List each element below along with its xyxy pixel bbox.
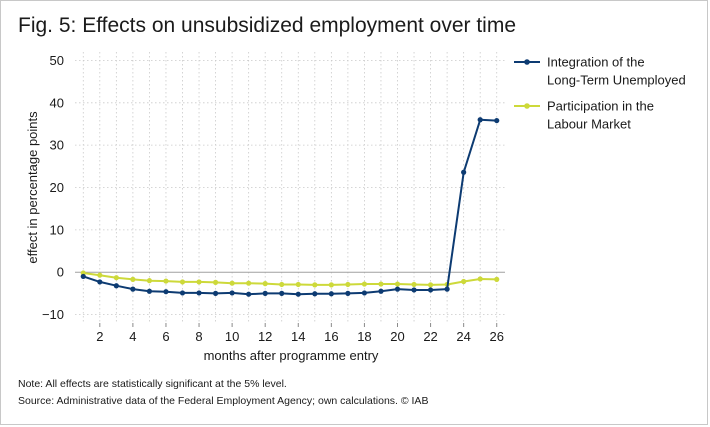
data-point (97, 279, 103, 285)
data-point (212, 290, 219, 296)
data-point (246, 291, 252, 297)
data-point (262, 290, 268, 296)
note-text: Note: All effects are statistically sign… (18, 378, 287, 390)
y-tick-label: 20 (50, 180, 64, 195)
x-tick-label: 2 (96, 329, 103, 344)
grid (75, 52, 505, 323)
data-point (312, 282, 318, 288)
data-point (345, 281, 351, 288)
legend-label: Participation in the (547, 99, 654, 114)
data-point (444, 286, 450, 292)
data-point (477, 276, 483, 282)
y-tick-label: 40 (50, 95, 64, 110)
x-tick-label: 6 (162, 329, 169, 344)
data-point (328, 282, 334, 288)
x-tick-label: 26 (489, 329, 503, 344)
data-point (427, 287, 434, 293)
x-tick-label: 12 (258, 329, 272, 344)
data-point (279, 290, 285, 296)
data-point (246, 280, 252, 286)
y-tick-label: 30 (50, 138, 64, 153)
data-point (378, 288, 384, 294)
y-tick-label: −10 (42, 307, 64, 322)
data-point (179, 290, 186, 296)
data-point (196, 290, 202, 296)
x-tick-label: 8 (195, 329, 202, 344)
data-point (461, 169, 467, 175)
data-point (113, 283, 119, 289)
data-point (411, 281, 417, 288)
series-line (82, 118, 497, 296)
data-point (394, 286, 401, 292)
data-point (312, 291, 318, 297)
x-tick-label: 16 (324, 329, 338, 344)
legend-label: Long-Term Unemployed (547, 73, 686, 88)
series (80, 117, 500, 297)
data-point (196, 279, 202, 285)
data-point (394, 281, 401, 287)
legend-label: Integration of the (547, 55, 645, 70)
data-point (229, 290, 235, 296)
x-tick-label: 4 (129, 329, 136, 344)
data-point (361, 281, 368, 287)
legend-swatch-marker (524, 59, 530, 65)
y-tick-label: 50 (50, 53, 64, 68)
legend-swatch-marker (524, 103, 530, 109)
footnotes: Note: All effects are statistically sign… (18, 376, 428, 410)
series-0 (80, 117, 500, 297)
series-1 (80, 270, 500, 288)
legend-entry: Participation in the Labour Market (514, 99, 654, 132)
data-point (279, 281, 285, 288)
data-point (411, 287, 417, 293)
data-point (328, 291, 334, 297)
data-point (80, 273, 86, 280)
x-tick-label: 24 (456, 329, 470, 344)
series-line (83, 272, 497, 286)
source-text: Source: Administrative data of the Feder… (18, 395, 429, 407)
y-tick-label: 10 (50, 222, 64, 237)
data-point (461, 278, 467, 285)
data-point (494, 117, 500, 124)
data-point (262, 281, 268, 287)
x-tick-label: 18 (357, 329, 371, 344)
data-point (130, 276, 136, 282)
data-point (97, 272, 103, 278)
x-axis-label: months after programme entry (204, 348, 379, 363)
data-point (378, 281, 384, 287)
legend-label: Labour Market (547, 117, 631, 132)
x-tick-label: 20 (390, 329, 404, 344)
x-tick-label: 14 (291, 329, 305, 344)
x-tick-label: 10 (225, 329, 239, 344)
y-axis-label: effect in percentage points (25, 111, 40, 264)
data-point (477, 117, 483, 123)
data-point (113, 275, 119, 281)
data-point (212, 279, 219, 285)
data-point (229, 280, 235, 286)
data-point (295, 291, 301, 297)
x-tick-label: 22 (423, 329, 437, 344)
data-point (163, 278, 169, 284)
data-point (179, 279, 186, 285)
data-point (295, 281, 301, 288)
y-tick-label: 0 (57, 265, 64, 280)
data-point (146, 278, 153, 284)
data-point (146, 288, 153, 294)
data-point (130, 286, 136, 292)
data-point (163, 289, 169, 295)
data-point (494, 276, 500, 282)
data-point (427, 282, 434, 288)
chart-title: Fig. 5: Effects on unsubsidized employme… (18, 14, 517, 37)
legend: Integration of the Long-Term Unemployed Pa… (514, 55, 686, 132)
data-point (345, 290, 351, 296)
legend-entry: Integration of the Long-Term Unemployed (514, 55, 686, 88)
data-point (361, 290, 368, 296)
